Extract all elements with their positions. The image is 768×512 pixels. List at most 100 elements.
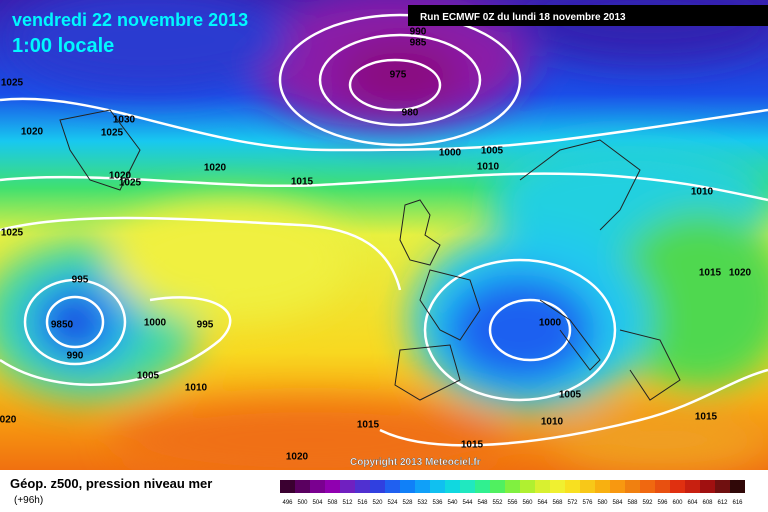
copyright: Copyright 2013 Meteociel.fr [350, 457, 481, 468]
isobar-label: 1005 [481, 146, 504, 157]
colorbar-label: 560 [522, 500, 533, 506]
isobar-label: 1010 [477, 162, 500, 173]
colorbar-cell [445, 480, 460, 493]
date: vendredi 22 novembre 2013 [12, 10, 248, 30]
colorbar-cell [640, 480, 655, 493]
isobar-label: 1000 [439, 148, 462, 159]
colorbar-cell [625, 480, 640, 493]
isobars [0, 13, 768, 447]
colorbar-cell [655, 480, 670, 493]
isobar-label: 1015 [461, 440, 484, 451]
colorbar-label: 552 [492, 500, 503, 506]
isobar-labels: 9909859759801025103010251020102010251020… [0, 27, 752, 463]
isobar-label: 990 [410, 27, 427, 38]
colorbar-label: 584 [612, 500, 623, 506]
colorbar-label: 536 [432, 500, 443, 506]
colorbar-label: 528 [402, 500, 413, 506]
colorbar-cell [415, 480, 430, 493]
footer-lead: (+96h) [14, 495, 43, 506]
isobar-label: 1010 [691, 187, 714, 198]
isobar-label: 1025 [1, 228, 24, 239]
colorbar-cell [730, 480, 745, 493]
colorbar-label: 556 [507, 500, 518, 506]
isobar-label: 1030 [113, 115, 136, 126]
colorbar-label: 568 [552, 500, 563, 506]
isobar-label: 1015 [357, 420, 380, 431]
colorbar-cell [355, 480, 370, 493]
isobar-label: 980 [402, 108, 419, 119]
colorbar-label: 616 [732, 500, 743, 506]
colorbar-cell [340, 480, 355, 493]
colorbar-label: 580 [597, 500, 608, 506]
colorbar-label: 500 [297, 500, 308, 506]
isobar-label: 1025 [101, 128, 124, 139]
isobar-label: 1010 [185, 383, 208, 394]
colorbar-label: 516 [357, 500, 368, 506]
colorbar-cell [595, 480, 610, 493]
isobar-label: 9850 [51, 320, 74, 331]
colorbar-label: 588 [627, 500, 638, 506]
isobar-label: 1020 [109, 171, 132, 182]
footer-title: Géop. z500, pression niveau mer [10, 476, 212, 491]
isobar-label: 1025 [119, 178, 142, 189]
colorbar-cell [430, 480, 445, 493]
isobar-label: 1000 [144, 318, 167, 329]
colorbar-cell [550, 480, 565, 493]
isobar-label: 975 [390, 70, 407, 81]
colorbar-label: 548 [477, 500, 488, 506]
colorbar-label: 612 [717, 500, 728, 506]
coastlines [59, 109, 681, 401]
colorbar-cell [685, 480, 700, 493]
isobar-label: 1015 [699, 268, 722, 279]
isobar-label: 985 [410, 38, 427, 49]
isobar-label: 1020 [286, 452, 309, 463]
colorbar-cell [715, 480, 730, 493]
colorbar-cell [385, 480, 400, 493]
colorbar-cell [490, 480, 505, 493]
colorbar-label: 576 [582, 500, 593, 506]
run: Run ECMWF 0Z du lundi 18 novembre 2013 [420, 12, 626, 23]
colorbar-cell [565, 480, 580, 493]
colorbar-cell [460, 480, 475, 493]
isobar-label: 1020 [204, 163, 227, 174]
colorbar-cell [325, 480, 340, 493]
colorbar-label: 512 [342, 500, 353, 506]
colorbar-label: 600 [672, 500, 683, 506]
colorbar-label: 596 [657, 500, 668, 506]
colorbar-cell [610, 480, 625, 493]
colorbar-label: 572 [567, 500, 578, 506]
colorbar-label: 592 [642, 500, 653, 506]
colorbar-label: 604 [687, 500, 698, 506]
run-box [408, 5, 768, 26]
colorbar-label: 496 [282, 500, 293, 506]
isobar-label: 1020 [21, 127, 44, 138]
colorbar-label: 544 [462, 500, 473, 506]
colorbar-cell [295, 480, 310, 493]
colorbar-label: 532 [417, 500, 428, 506]
isobar-label: 995 [197, 320, 214, 331]
isobar-label: 990 [67, 351, 84, 362]
colorbar-cell [700, 480, 715, 493]
colorbar-cell [580, 480, 595, 493]
colorbar-label: 540 [447, 500, 458, 506]
colorbar-cell [280, 480, 295, 493]
colorbar: 496 500 504 508 512 516 520 524 528 532 536 540 544 5… [280, 480, 745, 506]
colorbar-label: 504 [312, 500, 323, 506]
colorbar-cell [505, 480, 520, 493]
isobar-label: 1005 [559, 390, 582, 401]
colorbar-label: 564 [537, 500, 548, 506]
colorbar-cell [400, 480, 415, 493]
colorbar-label: 508 [327, 500, 338, 506]
isobar-label: 1000 [539, 318, 562, 329]
colorbar-cell [535, 480, 550, 493]
isobar-label: 995 [72, 275, 89, 286]
colorbar-label: 520 [372, 500, 383, 506]
colorbar-label: 608 [702, 500, 713, 506]
isobar-label: 1015 [695, 412, 718, 423]
colorbar-cell [475, 480, 490, 493]
isobar-label: 1015 [291, 177, 314, 188]
isobar-label: 1010 [541, 417, 564, 428]
isobar-label: 1025 [1, 78, 24, 89]
colorbar-label: 524 [387, 500, 398, 506]
isobar-label: 1020 [729, 268, 752, 279]
